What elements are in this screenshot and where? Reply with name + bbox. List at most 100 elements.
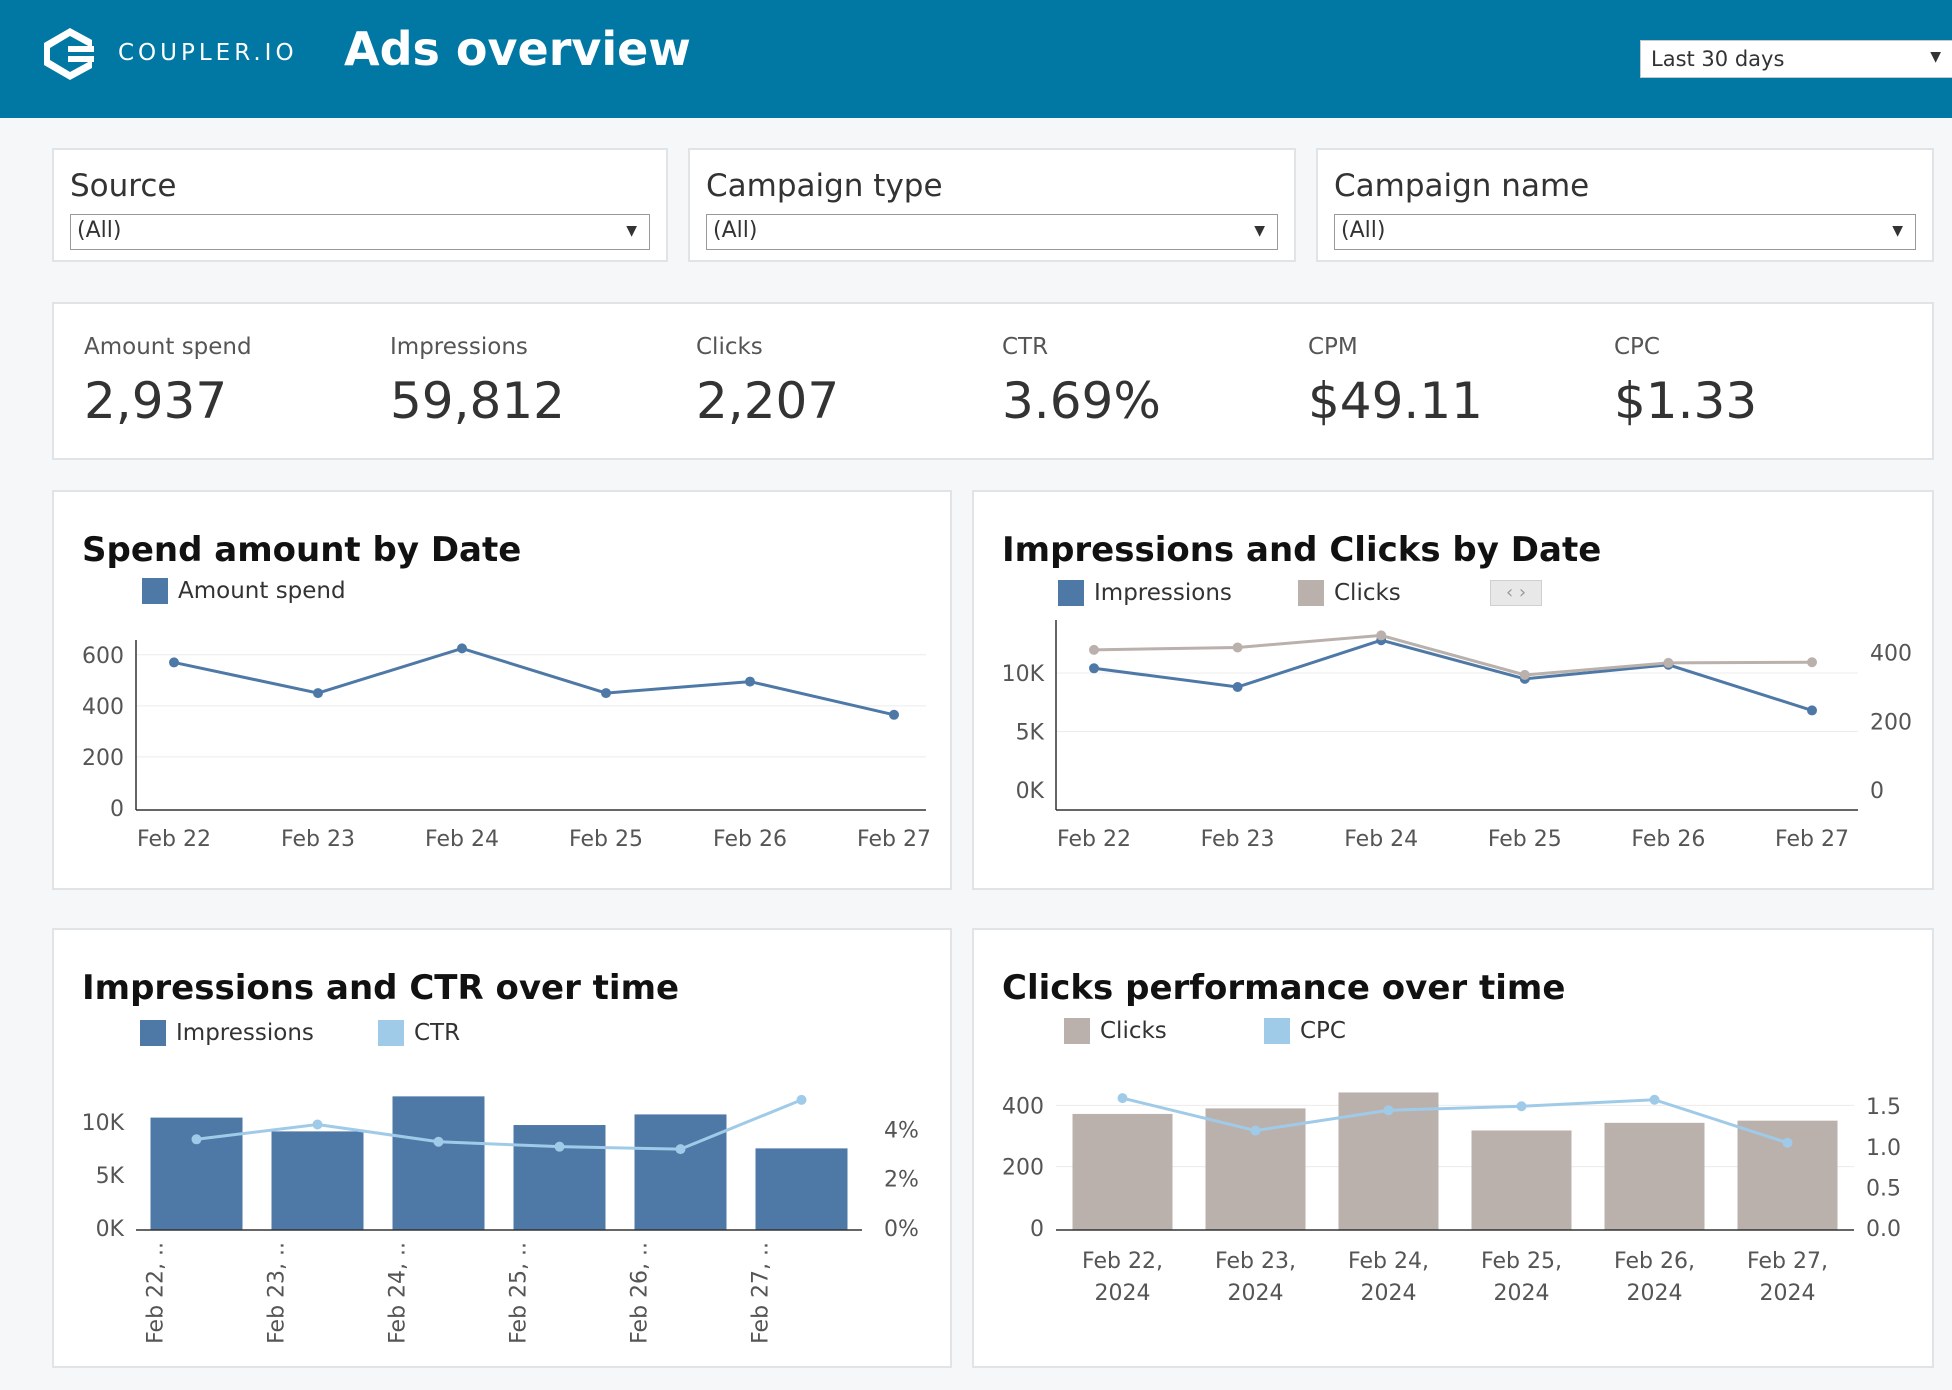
legend-label: CPC [1300, 1018, 1346, 1044]
filter-label: Source [70, 168, 177, 204]
legend-swatch [1064, 1018, 1090, 1044]
legend-swatch [1298, 580, 1324, 606]
impressions-data-point [1089, 663, 1099, 674]
legend-label: Clicks [1334, 580, 1401, 606]
impressions-bar [271, 1131, 364, 1230]
spend-series-line [173, 646, 895, 717]
spend-line-chart: 600 400 200 0 Feb 22 Feb 23 Feb 24 Feb 25 Feb 26… [82, 640, 931, 852]
x-tick-label-line: 2024 [1095, 1281, 1151, 1306]
campaign-type-dropdown[interactable]: (All) ▼ [706, 214, 1278, 250]
kpi-value: 59,812 [390, 372, 565, 430]
impressions-bar [392, 1096, 485, 1230]
legend-item[interactable]: Amount spend [142, 578, 346, 604]
spend-data-point [169, 657, 179, 668]
logo-text: COUPLER.IO [118, 40, 298, 66]
impressions-bar [513, 1125, 606, 1230]
x-tick-label: Feb 26 [713, 827, 787, 852]
page-title: Ads overview [344, 22, 691, 76]
chevron-down-icon: ▼ [1892, 223, 1903, 239]
filter-value: (All) [77, 218, 122, 243]
filter-label: Campaign name [1334, 168, 1590, 204]
kpi-label: CTR [1002, 334, 1049, 360]
x-tick-label-line: 2024 [1760, 1281, 1816, 1306]
cpc-data-point [1250, 1125, 1261, 1136]
y-tick-label-left: 5K [96, 1164, 125, 1189]
chart-title: Spend amount by Date [82, 530, 522, 570]
impressions-series-line [1093, 638, 1813, 712]
x-tick-label: Feb 24, 2024 [1348, 1249, 1429, 1306]
legend-item[interactable]: Impressions [140, 1020, 314, 1046]
chart-title: Impressions and Clicks by Date [1002, 530, 1602, 570]
x-tick-label-line: 2024 [1627, 1281, 1683, 1306]
filter-campaign-type: Campaign type (All) ▼ [688, 148, 1296, 262]
legend-swatch [140, 1020, 166, 1046]
ctr-data-point [433, 1136, 444, 1147]
x-tick-label-line: Feb 22, [1082, 1249, 1163, 1274]
y-tick-label-right: 1.0 [1866, 1136, 1901, 1161]
chart-clicks-cpc-panel: Clicks performance over time Clicks CPC … [972, 928, 1934, 1368]
ctr-data-point [191, 1134, 202, 1145]
ctr-data-point [312, 1119, 323, 1130]
y-tick-label-right: 400 [1870, 642, 1912, 667]
chart-spend-panel: Spend amount by Date Amount spend 600 400… [52, 490, 952, 890]
clicks-bar [1604, 1122, 1705, 1230]
y-tick-label-left: 10K [82, 1111, 125, 1136]
source-dropdown[interactable]: (All) ▼ [70, 214, 650, 250]
clicks-bar [1471, 1130, 1572, 1230]
clicks-data-point [1663, 657, 1674, 668]
clicks-data-point [1807, 657, 1817, 668]
x-tick-label-line: Feb 23, [1215, 1249, 1296, 1274]
y-tick-label: 200 [82, 746, 124, 771]
x-tick-label-line: Feb 27, [1747, 1249, 1828, 1274]
impressions-bar [755, 1148, 848, 1230]
kpi-label: Impressions [390, 334, 528, 360]
ctr-data-point [796, 1094, 807, 1105]
y-tick-label: 0 [110, 797, 124, 822]
spend-data-point [457, 643, 467, 654]
x-tick-label: Feb 25, 2024 [1481, 1249, 1562, 1306]
cpc-data-point [1117, 1093, 1128, 1104]
y-tick-label-left: 10K [1002, 662, 1045, 687]
campaign-name-dropdown[interactable]: (All) ▼ [1334, 214, 1916, 250]
date-range-value: Last 30 days [1651, 47, 1785, 71]
kpi-impressions: Impressions 59,812 [390, 334, 565, 430]
x-tick-label-line: Feb 25, [1481, 1249, 1562, 1274]
kpi-ctr: CTR 3.69% [1002, 334, 1161, 430]
clicks-data-point [1232, 642, 1243, 653]
x-tick-label: Feb 25 [1488, 827, 1562, 852]
y-tick-label-right: 1.5 [1866, 1095, 1901, 1120]
x-tick-label: Feb 27, 2024 [1747, 1249, 1828, 1306]
y-tick-label-left: 0 [1030, 1217, 1044, 1242]
legend-item[interactable]: Clicks [1064, 1018, 1167, 1044]
chart-imp-clicks-panel: Impressions and Clicks by Date Impressio… [972, 490, 1934, 890]
kpi-value: 2,207 [696, 372, 840, 430]
x-tick-label: Feb 24 [425, 827, 499, 852]
legend-item[interactable]: Clicks [1298, 580, 1401, 606]
y-tick-label-right: 4% [884, 1118, 919, 1143]
legend-swatch [142, 578, 168, 604]
ctr-series-line [196, 1098, 803, 1151]
legend-pager-button[interactable]: ‹ › [1490, 580, 1542, 606]
x-tick-label: Feb 24, .. [386, 1242, 411, 1344]
y-tick-label-right: 0 [1870, 779, 1884, 804]
impressions-ctr-combo-chart: 10K 5K 0K 4% 2% 0% Feb 22, .. Feb 23, .. Feb 24,… [82, 1094, 919, 1344]
legend-label: Impressions [1094, 580, 1232, 606]
date-range-select[interactable]: Last 30 days ▼ [1640, 40, 1952, 78]
legend-item[interactable]: CPC [1264, 1018, 1346, 1044]
cpc-data-point [1516, 1101, 1527, 1112]
ctr-data-point [554, 1141, 565, 1152]
y-tick-label-right: 0.0 [1866, 1217, 1901, 1242]
kpi-clicks: Clicks 2,207 [696, 334, 839, 430]
y-tick-label-right: 200 [1870, 710, 1912, 735]
x-tick-label-line: 2024 [1361, 1281, 1417, 1306]
x-tick-label: Feb 22, 2024 [1082, 1249, 1163, 1306]
filter-campaign-name: Campaign name (All) ▼ [1316, 148, 1934, 262]
y-tick-label-left: 5K [1016, 720, 1045, 745]
x-tick-label-line: 2024 [1494, 1281, 1550, 1306]
legend-item[interactable]: Impressions [1058, 580, 1232, 606]
x-tick-label: Feb 27 [1775, 827, 1849, 852]
legend-item[interactable]: CTR [378, 1020, 460, 1046]
kpi-label: CPC [1614, 334, 1660, 360]
kpi-value: $1.33 [1614, 372, 1758, 430]
spend-data-point [601, 688, 611, 699]
